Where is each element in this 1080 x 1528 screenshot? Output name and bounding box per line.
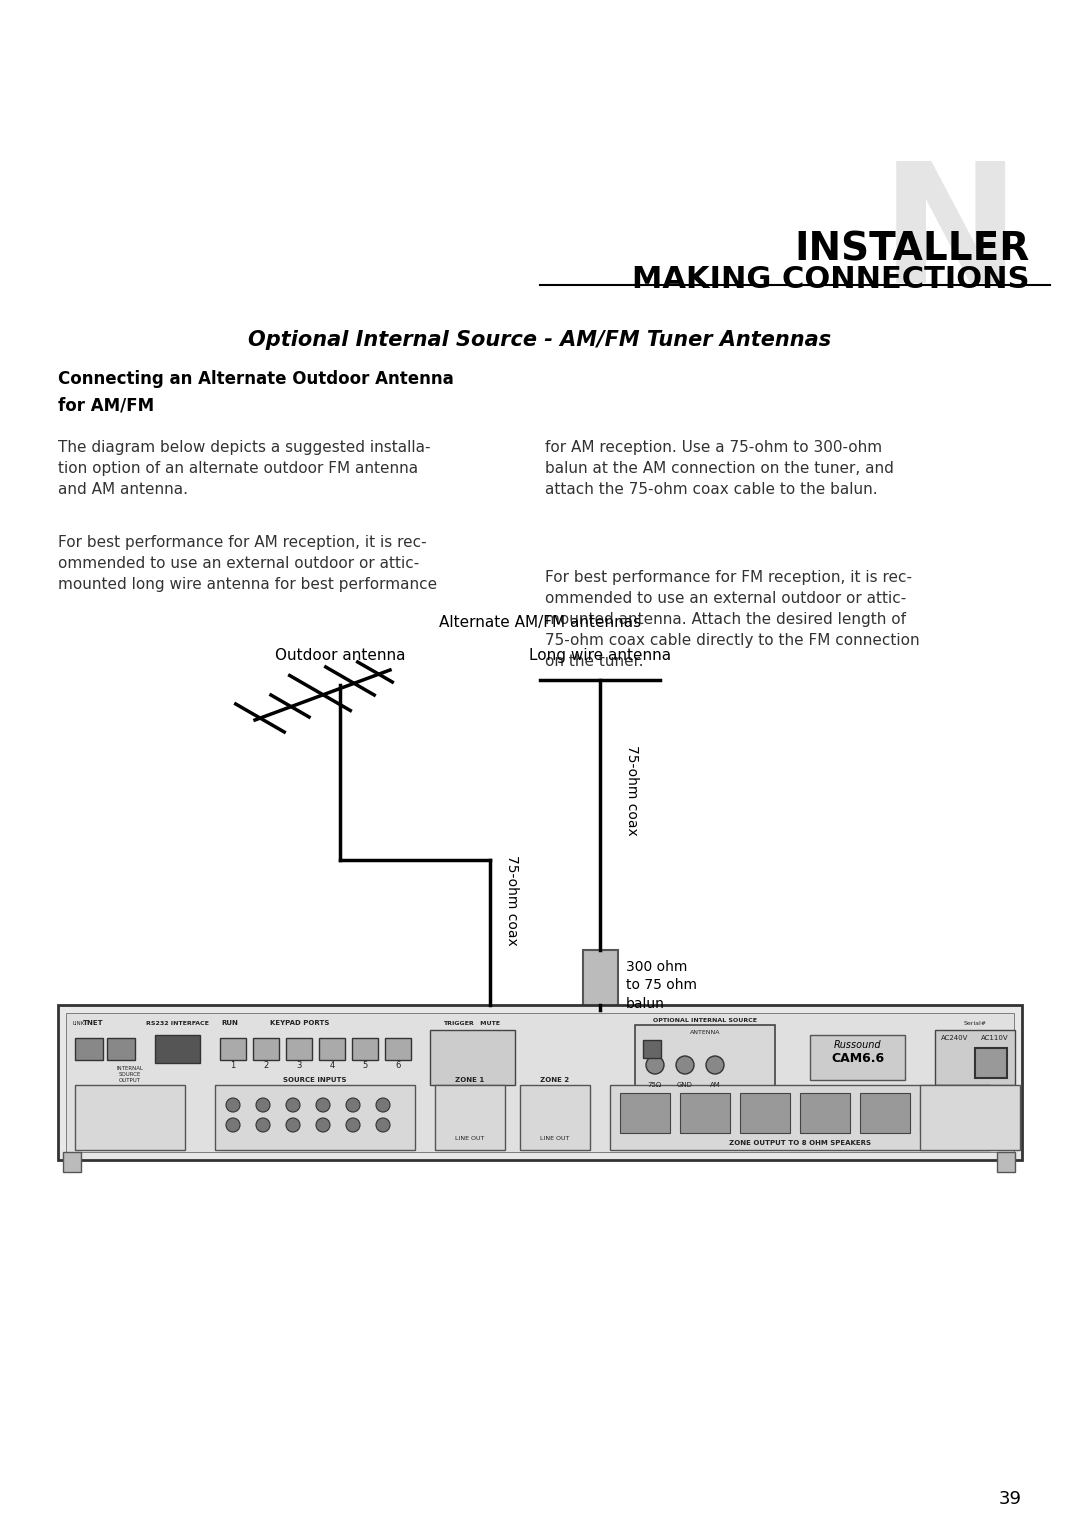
Circle shape [226,1118,240,1132]
Bar [997,1152,1015,1172]
Bar [810,1034,905,1080]
Bar [75,1085,185,1151]
Text: ZONE 1: ZONE 1 [456,1077,485,1083]
Text: MAKING CONNECTIONS: MAKING CONNECTIONS [633,264,1030,293]
Circle shape [286,1118,300,1132]
Text: for AM reception. Use a 75-ohm to 300-ohm
balun at the AM connection on the tune: for AM reception. Use a 75-ohm to 300-oh… [545,440,894,497]
Bar [920,1085,1020,1151]
Text: The diagram below depicts a suggested installa-
tion option of an alternate outd: The diagram below depicts a suggested in… [58,440,431,497]
Text: OPTIONAL INTERNAL SOURCE: OPTIONAL INTERNAL SOURCE [653,1018,757,1024]
Text: N: N [880,154,1020,318]
Text: TNET: TNET [83,1021,104,1025]
Circle shape [346,1099,360,1112]
Circle shape [226,1099,240,1112]
Text: GND: GND [677,1082,693,1088]
Circle shape [646,1056,664,1074]
Text: 39: 39 [999,1490,1022,1508]
Circle shape [676,1056,694,1074]
Bar [220,1038,246,1060]
Text: LINE OUT: LINE OUT [540,1135,569,1141]
Circle shape [256,1099,270,1112]
Text: ZONE OUTPUT TO 8 OHM SPEAKERS: ZONE OUTPUT TO 8 OHM SPEAKERS [729,1140,870,1146]
Bar [319,1038,345,1060]
Text: 6: 6 [395,1060,401,1070]
Text: TRIGGER   MUTE: TRIGGER MUTE [444,1021,500,1025]
Text: Outdoor antenna: Outdoor antenna [274,648,405,663]
Bar [800,1093,850,1132]
Text: 4: 4 [329,1060,335,1070]
Text: 1: 1 [230,1060,235,1070]
Bar [107,1038,135,1060]
Bar [430,1030,515,1085]
Bar [352,1038,378,1060]
Text: 300 ohm
to 75 ohm
balun: 300 ohm to 75 ohm balun [626,960,697,1012]
Text: LINE OUT: LINE OUT [456,1135,485,1141]
Text: AC240V: AC240V [942,1034,969,1041]
Bar [519,1085,590,1151]
Circle shape [706,1056,724,1074]
Text: Russound: Russound [834,1041,881,1050]
Bar [215,1085,415,1151]
Text: INTERNAL
SOURCE
OUTPUT: INTERNAL SOURCE OUTPUT [117,1067,144,1083]
Text: LINK: LINK [72,1021,85,1025]
Circle shape [376,1118,390,1132]
Text: SOURCE INPUTS: SOURCE INPUTS [283,1077,347,1083]
Circle shape [346,1118,360,1132]
Text: 2: 2 [264,1060,269,1070]
Text: ANTENNA: ANTENNA [690,1030,720,1034]
Bar [635,1025,775,1096]
Text: Alternate AM/FM antennas: Alternate AM/FM antennas [438,614,642,630]
Text: 75-ohm coax: 75-ohm coax [625,744,639,836]
Bar [75,1038,103,1060]
Bar [643,1041,661,1057]
Text: For best performance for AM reception, it is rec-
ommended to use an external ou: For best performance for AM reception, i… [58,535,437,591]
Bar [156,1034,200,1063]
Text: 3: 3 [296,1060,301,1070]
Bar [63,1152,81,1172]
Bar [435,1085,505,1151]
Text: RS232 INTERFACE: RS232 INTERFACE [146,1021,208,1025]
Bar [975,1048,1007,1077]
Text: ZONE 2: ZONE 2 [540,1077,569,1083]
Text: Serial#: Serial# [963,1021,986,1025]
Circle shape [376,1099,390,1112]
Text: AC110V: AC110V [982,1034,1009,1041]
Bar [610,1085,990,1151]
Circle shape [316,1118,330,1132]
Text: CAM6.6: CAM6.6 [832,1051,885,1065]
Text: INSTALLER: INSTALLER [795,231,1030,267]
Text: 75Ω: 75Ω [648,1082,662,1088]
Text: RUN: RUN [221,1021,239,1025]
Bar [58,1005,1022,1160]
Circle shape [316,1099,330,1112]
Bar [583,950,618,1010]
Text: Long wire antenna: Long wire antenna [529,648,671,663]
Bar [935,1030,1015,1085]
Bar [860,1093,910,1132]
Bar [920,1093,970,1132]
Circle shape [256,1118,270,1132]
Circle shape [286,1099,300,1112]
Text: Optional Internal Source - AM/FM Tuner Antennas: Optional Internal Source - AM/FM Tuner A… [248,330,832,350]
Text: Connecting an Alternate Outdoor Antenna
for AM/FM: Connecting an Alternate Outdoor Antenna … [58,370,454,414]
Text: AM: AM [710,1082,720,1088]
Bar [620,1093,670,1132]
Text: For best performance for FM reception, it is rec-
ommended to use an external ou: For best performance for FM reception, i… [545,570,920,669]
Bar [286,1038,312,1060]
Text: KEYPAD PORTS: KEYPAD PORTS [270,1021,329,1025]
Text: 75-ohm coax: 75-ohm coax [505,854,519,946]
Bar [680,1093,730,1132]
Text: 5: 5 [363,1060,367,1070]
Bar [384,1038,411,1060]
Bar [253,1038,279,1060]
Bar [740,1093,789,1132]
Bar [66,1013,1014,1152]
